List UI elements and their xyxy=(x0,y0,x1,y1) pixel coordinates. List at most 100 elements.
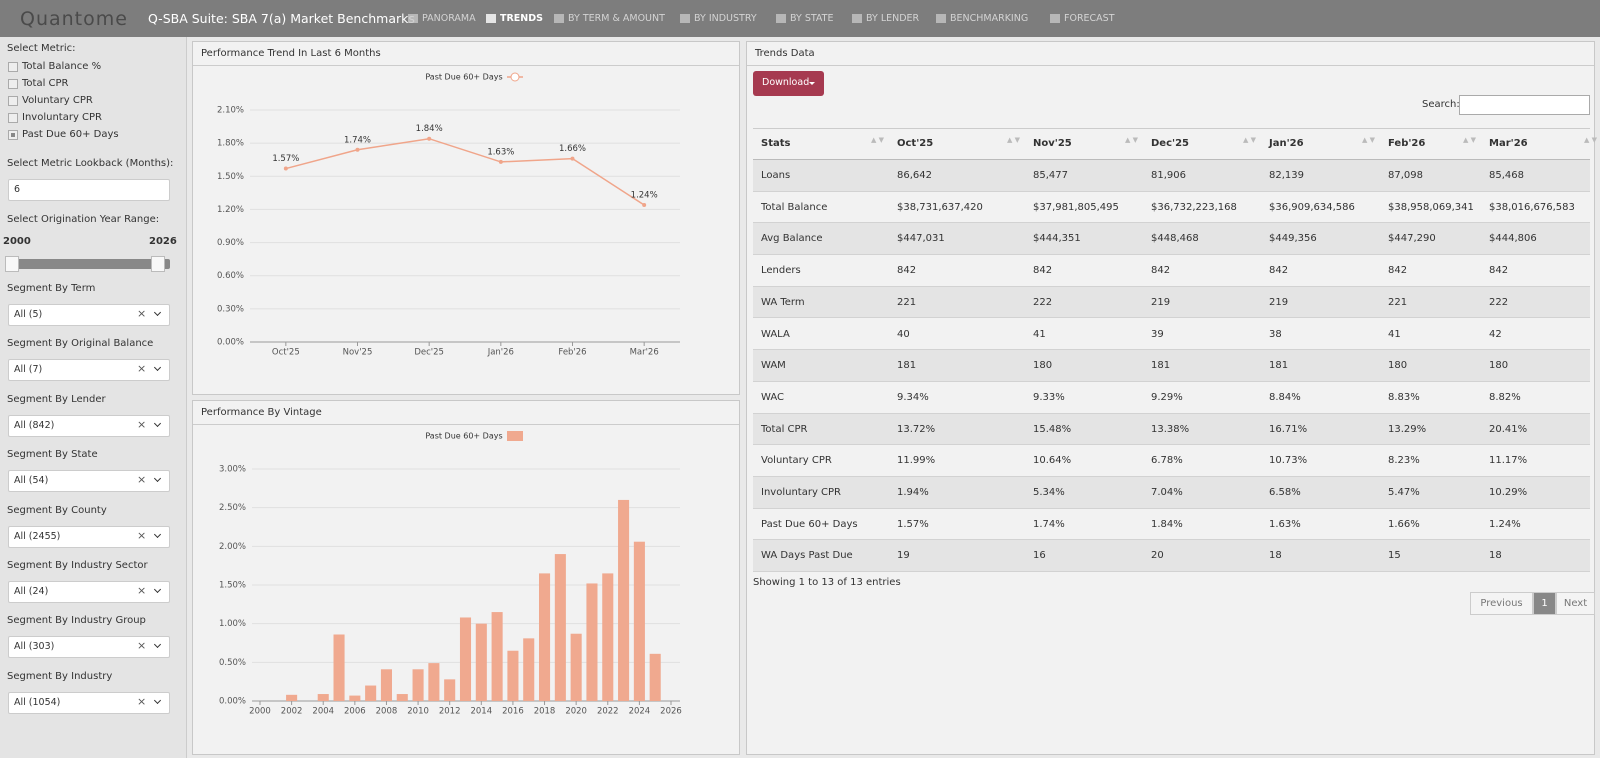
metric-option[interactable]: Total CPR xyxy=(22,78,69,89)
nav-item[interactable]: BY LENDER xyxy=(866,13,920,24)
table-cell: 18 xyxy=(1269,550,1282,562)
table-cell: 221 xyxy=(897,296,917,308)
table-cell: 1.57% xyxy=(897,518,929,530)
sort-icon[interactable]: ▲ ▼ xyxy=(871,136,884,144)
segment-label: Segment By Industry xyxy=(7,670,113,682)
column-header[interactable]: Stats xyxy=(761,138,791,149)
table-cell: 87,098 xyxy=(1388,170,1423,181)
select[interactable] xyxy=(8,304,170,326)
nav-item[interactable]: BY STATE xyxy=(790,13,834,24)
checkbox[interactable] xyxy=(8,130,18,140)
table-cell: 11.99% xyxy=(897,455,936,467)
sort-icon[interactable]: ▲ ▼ xyxy=(1007,136,1020,144)
sort-icon[interactable]: ▲ ▼ xyxy=(1463,136,1476,144)
select[interactable] xyxy=(8,581,170,603)
range-handle[interactable] xyxy=(5,256,19,272)
clear-icon[interactable]: × xyxy=(137,694,147,708)
select[interactable] xyxy=(8,470,170,493)
segment-label: Segment By Term xyxy=(7,283,96,294)
clear-icon[interactable]: × xyxy=(137,473,147,487)
select[interactable] xyxy=(8,414,170,437)
table-cell: 40 xyxy=(897,328,910,340)
nav-item[interactable]: BENCHMARKING xyxy=(950,13,1029,24)
nav-item[interactable]: PANORAMA xyxy=(422,13,476,24)
column-header[interactable]: Mar'26 xyxy=(1489,138,1528,149)
nav-icon[interactable] xyxy=(408,14,418,23)
table-header-row xyxy=(753,128,1590,160)
select[interactable] xyxy=(8,525,170,548)
column-header[interactable]: Jan'26 xyxy=(1269,138,1304,149)
nav-icon[interactable] xyxy=(554,14,564,23)
checkbox[interactable] xyxy=(8,113,18,123)
clear-icon[interactable]: × xyxy=(137,417,147,431)
nav-icon[interactable] xyxy=(936,14,946,23)
clear-icon[interactable]: × xyxy=(137,639,147,653)
nav-icon[interactable] xyxy=(852,14,862,23)
header-bar xyxy=(0,0,1600,37)
table-cell: 842 xyxy=(1033,265,1053,277)
metric-option[interactable]: Past Due 60+ Days xyxy=(22,129,119,140)
table-cell: 41 xyxy=(1033,328,1046,340)
nav-icon[interactable] xyxy=(1050,14,1060,23)
trend-panel xyxy=(192,41,740,395)
nav-icon[interactable] xyxy=(776,14,786,23)
nav-icon[interactable] xyxy=(486,14,496,23)
select-value: All (5) xyxy=(14,309,43,320)
checkbox[interactable] xyxy=(8,96,18,106)
page-button[interactable]: 1 xyxy=(1533,592,1556,616)
column-header[interactable]: Dec'25 xyxy=(1151,138,1189,149)
sort-icon[interactable]: ▲ ▼ xyxy=(1584,136,1597,144)
nav-icon[interactable] xyxy=(680,14,690,23)
select-value: All (1054) xyxy=(14,696,61,708)
clear-icon[interactable]: × xyxy=(137,528,147,542)
table-cell: 219 xyxy=(1151,296,1171,308)
clear-icon[interactable]: × xyxy=(137,307,147,320)
clear-icon[interactable]: × xyxy=(137,584,147,597)
table-cell: 39 xyxy=(1151,328,1164,340)
table-cell: $38,958,069,341 xyxy=(1388,201,1474,213)
page-button[interactable]: Previous xyxy=(1470,592,1533,616)
panel-title: Performance By Vintage xyxy=(193,401,739,425)
range-handle[interactable] xyxy=(151,256,165,272)
table-cell: 19 xyxy=(897,550,910,562)
table-cell: 221 xyxy=(1388,296,1408,308)
select[interactable] xyxy=(8,179,170,201)
table-cell: 222 xyxy=(1489,296,1509,308)
metric-option[interactable]: Total Balance % xyxy=(22,61,102,72)
table-cell: 6.58% xyxy=(1269,487,1301,498)
sort-icon[interactable]: ▲ ▼ xyxy=(1125,136,1138,144)
nav-item[interactable]: TRENDS xyxy=(500,13,543,24)
nav-item[interactable]: BY TERM & AMOUNT xyxy=(568,13,665,24)
range-track[interactable] xyxy=(8,259,170,269)
nav-item[interactable]: BY INDUSTRY xyxy=(694,13,757,24)
table-row xyxy=(753,255,1590,287)
select[interactable] xyxy=(8,691,170,714)
table-cell: $444,806 xyxy=(1489,233,1537,245)
table-cell: 219 xyxy=(1269,296,1289,308)
metric-option[interactable]: Involuntary CPR xyxy=(22,112,102,123)
select[interactable] xyxy=(8,359,170,382)
search-input[interactable] xyxy=(1459,95,1590,115)
table-cell: 842 xyxy=(1388,265,1408,277)
caret[interactable] xyxy=(809,82,815,88)
sort-icon[interactable]: ▲ ▼ xyxy=(1362,136,1375,144)
select[interactable] xyxy=(8,636,170,659)
column-header[interactable]: Oct'25 xyxy=(897,138,934,149)
select-value: All (24) xyxy=(14,586,49,597)
clear-icon[interactable]: × xyxy=(137,362,147,376)
table-cell: 13.29% xyxy=(1388,423,1427,435)
column-header[interactable]: Feb'26 xyxy=(1388,138,1426,149)
page-button[interactable]: Next xyxy=(1556,592,1595,616)
table-cell: WA Days Past Due xyxy=(761,550,853,562)
checkbox[interactable] xyxy=(8,79,18,89)
range-max: 2026 xyxy=(149,236,177,247)
sort-icon[interactable]: ▲ ▼ xyxy=(1243,136,1256,144)
column-header[interactable]: Nov'25 xyxy=(1033,138,1072,149)
checkbox[interactable] xyxy=(8,62,18,72)
nav-item[interactable]: FORECAST xyxy=(1064,13,1115,24)
metric-option[interactable]: Voluntary CPR xyxy=(22,95,93,106)
table-row xyxy=(753,160,1590,192)
segment-label: Segment By Industry Sector xyxy=(7,560,148,571)
logo: Quantome xyxy=(20,8,128,30)
